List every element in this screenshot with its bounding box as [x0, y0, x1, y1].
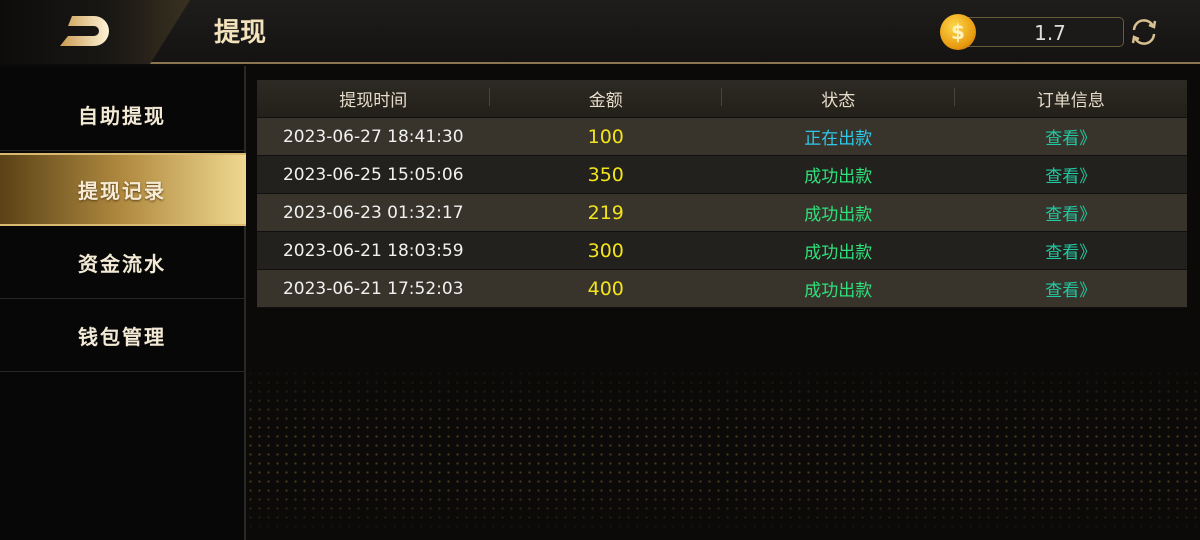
table-row: 2023-06-21 18:03:59 300 成功出款 查看》: [257, 232, 1187, 270]
sidebar-item-withdraw-records[interactable]: 提现记录: [0, 153, 246, 226]
header: 提现 1.7 $: [0, 0, 1200, 64]
withdraw-status: 成功出款: [804, 205, 873, 225]
withdraw-time: 2023-06-25 15:05:06: [282, 164, 464, 185]
column-header-order-info: 订单信息: [1036, 91, 1105, 111]
table-row: 2023-06-27 18:41:30 100 正在出款 查看》: [257, 118, 1187, 156]
column-header-time: 提现时间: [257, 86, 490, 111]
view-order-link[interactable]: 查看》: [1045, 243, 1097, 263]
withdraw-status: 成功出款: [804, 167, 873, 187]
withdraw-time: 2023-06-23 01:32:17: [282, 202, 464, 223]
sidebar-item-self-withdraw[interactable]: 自助提现: [0, 78, 246, 151]
sidebar-item-fund-flow[interactable]: 资金流水: [0, 226, 246, 299]
table-row: 2023-06-21 17:52:03 400 成功出款 查看》: [257, 270, 1187, 308]
table-row: 2023-06-25 15:05:06 350 成功出款 查看》: [257, 156, 1187, 194]
column-header-status: 状态: [722, 86, 955, 111]
withdraw-time: 2023-06-21 17:52:03: [282, 278, 464, 299]
view-order-link[interactable]: 查看》: [1045, 167, 1097, 187]
withdraw-time: 2023-06-21 18:03:59: [282, 240, 464, 261]
withdraw-amount: 350: [587, 163, 624, 186]
view-order-link[interactable]: 查看》: [1045, 205, 1097, 225]
withdraw-records-table: 提现时间 金额 状态 订单信息 2023-06-27 18:41:30 100 …: [257, 80, 1187, 308]
background-dots: [246, 360, 1200, 540]
sidebar-item-wallet-management[interactable]: 钱包管理: [0, 299, 246, 372]
view-order-link[interactable]: 查看》: [1045, 281, 1097, 301]
refresh-icon[interactable]: [1128, 16, 1160, 48]
table-row: 2023-06-23 01:32:17 219 成功出款 查看》: [257, 194, 1187, 232]
view-order-link[interactable]: 查看》: [1045, 129, 1097, 149]
back-icon[interactable]: [58, 14, 110, 48]
withdraw-status: 成功出款: [804, 243, 873, 263]
coin-icon: $: [940, 14, 976, 50]
withdraw-status: 成功出款: [804, 281, 873, 301]
page-title: 提现: [214, 18, 267, 48]
withdraw-amount: 219: [587, 201, 624, 224]
withdraw-status: 正在出款: [804, 129, 873, 149]
table-header: 提现时间 金额 状态 订单信息: [257, 80, 1187, 118]
withdraw-amount: 100: [587, 125, 624, 148]
withdraw-amount: 300: [587, 239, 624, 262]
sidebar: 自助提现 提现记录 资金流水 钱包管理: [0, 66, 246, 540]
balance-display: 1.7: [962, 17, 1124, 47]
column-header-amount: 金额: [490, 86, 723, 111]
withdraw-time: 2023-06-27 18:41:30: [282, 126, 464, 147]
withdraw-amount: 400: [587, 277, 624, 300]
